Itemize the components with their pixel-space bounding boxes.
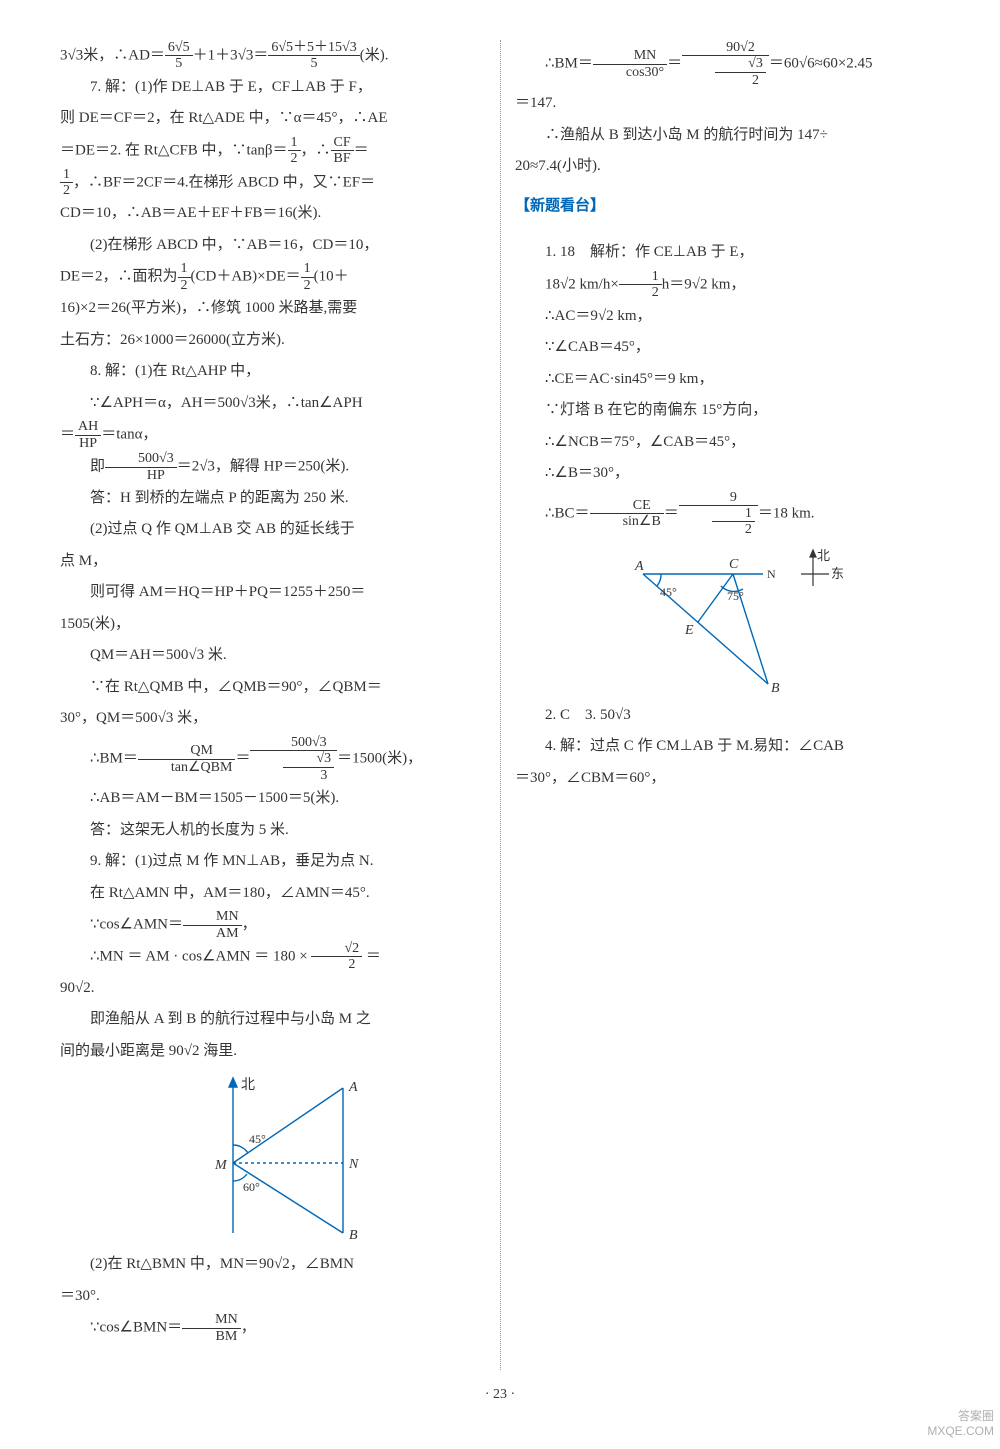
diagram-2-svg: A C B E N 45° 75° 北 东 — [613, 544, 843, 694]
para-8h: 点 M， — [60, 546, 485, 578]
d2-45: 45° — [660, 585, 677, 599]
para-8l: ∵在 Rt△QMB 中，∠QMB＝90°，∠QBM＝ — [60, 672, 485, 704]
section-heading: 【新题看台】 — [515, 191, 940, 223]
para-8k: QM＝AH＝500√3 米. — [60, 640, 485, 672]
q1d: ∵∠CAB＝45°， — [515, 332, 940, 364]
d2-B: B — [771, 681, 780, 694]
q1a: 18√2 km/h×12h＝9√2 km， — [515, 269, 940, 301]
diagram-2: A C B E N 45° 75° 北 东 — [515, 544, 940, 694]
q4b: ＝30°，∠CBM＝60°， — [515, 763, 940, 795]
q1f: ∵灯塔 B 在它的南偏东 15°方向， — [515, 395, 940, 427]
d1-N: N — [348, 1157, 359, 1172]
watermark-line1: 答案圈 — [927, 1409, 994, 1423]
para-9d: ∴MN ＝ AM · cos∠AMN ＝ 180 × √22 ＝ — [60, 941, 485, 973]
q2: 2. C 3. 50√3 — [515, 700, 940, 732]
r2: ∵cos∠BMN＝MNBM， — [60, 1312, 485, 1344]
r5b: 20≈7.4(小时). — [515, 151, 940, 183]
r4: ＝147. — [515, 88, 940, 120]
d1-A: A — [348, 1080, 358, 1095]
watermark-line2: MXQE.COM — [927, 1424, 994, 1438]
page-number: · 23 · — [60, 1380, 940, 1409]
d2-N: N — [767, 567, 776, 581]
para-9: 9. 解：(1)过点 M 作 MN⊥AB，垂足为点 N. — [60, 846, 485, 878]
d2-C: C — [729, 557, 739, 572]
diagram-1-svg: 北 A B M N 45° 60° — [173, 1073, 373, 1243]
d1-45: 45° — [249, 1132, 266, 1146]
q1e: ∴CE＝AC·sin45°＝9 km， — [515, 364, 940, 396]
q4: 4. 解：过点 C 作 CM⊥AB 于 M.易知：∠CAB — [515, 731, 940, 763]
para-8a: ∵∠APH＝α，AH＝500√3米，∴tan∠APH — [60, 388, 485, 420]
para-8q: ∴AB＝AM－BM＝1505－1500＝5(米). — [60, 783, 485, 815]
para-8n: ∴BM＝QMtan∠QBM＝500√3√33＝1500(米)， — [60, 735, 485, 783]
para-9b: ∵cos∠AMN＝MNAM， — [60, 909, 485, 941]
para-7f: CD＝10，∴AB＝AE＋EF＋FB＝16(米). — [60, 198, 485, 230]
para-8r: 答：这架无人机的长度为 5 米. — [60, 815, 485, 847]
para-8f: 答：H 到桥的左端点 P 的距离为 250 米. — [60, 483, 485, 515]
d2-75: 75° — [727, 589, 744, 603]
d2-east: 东 — [831, 566, 843, 581]
q1g: ∴∠NCB＝75°，∠CAB＝45°， — [515, 427, 940, 459]
d1-B: B — [349, 1228, 358, 1243]
para-8j: 1505(米)， — [60, 609, 485, 641]
para-9f: 90√2. — [60, 973, 485, 1005]
para-7d: 12，∴BF＝2CF＝4.在梯形 ABCD 中，又∵EF＝ — [60, 167, 485, 199]
q1i: ∴BC＝CEsin∠B＝912＝18 km. — [515, 490, 940, 538]
para-7a: 则 DE＝CF＝2，在 Rt△ADE 中，∵α＝45°，∴AE — [60, 103, 485, 135]
para-7b: ＝DE＝2. 在 Rt△CFB 中，∵tanβ＝12，∴CFBF＝ — [60, 135, 485, 167]
para-8g: (2)过点 Q 作 QM⊥AB 交 AB 的延长线于 — [60, 514, 485, 546]
para-6-tail: 3√3米，∴AD＝6√55＋1＋3√3＝6√5＋5＋15√35(米). — [60, 40, 485, 72]
para-8b: ＝AHHP＝tanα， — [60, 419, 485, 451]
d1-M: M — [214, 1158, 228, 1173]
page-columns: 3√3米，∴AD＝6√55＋1＋3√3＝6√5＋5＋15√35(米). 7. 解… — [60, 40, 940, 1370]
r1b: ＝30°. — [60, 1281, 485, 1313]
d2-E: E — [684, 623, 694, 638]
para-7k: 16)×2＝26(平方米)，∴修筑 1000 米路基,需要 — [60, 293, 485, 325]
d2-A: A — [634, 559, 644, 574]
r3: ∴BM＝MNcos30°＝90√2√32＝60√6≈60×2.45 — [515, 40, 940, 88]
r1: (2)在 Rt△BMN 中，MN＝90√2，∠BMN — [60, 1249, 485, 1281]
para-8m: 30°，QM＝500√3 米， — [60, 703, 485, 735]
d2-north: 北 — [817, 548, 830, 563]
para-7: 7. 解：(1)作 DE⊥AB 于 E，CF⊥AB 于 F， — [60, 72, 485, 104]
para-8i: 则可得 AM＝HQ＝HP＋PQ＝1255＋250＝ — [60, 577, 485, 609]
watermark: 答案圈 MXQE.COM — [927, 1409, 994, 1438]
r0b: 间的最小距离是 90√2 海里. — [60, 1036, 485, 1068]
q1: 1. 18 解析：作 CE⊥AB 于 E， — [515, 237, 940, 269]
para-8d: 即500√3HP＝2√3，解得 HP＝250(米). — [60, 451, 485, 483]
r5: ∴渔船从 B 到达小岛 M 的航行时间为 147÷ — [515, 120, 940, 152]
para-7h: DE＝2，∴面积为12(CD＋AB)×DE＝12(10＋ — [60, 261, 485, 293]
q1c: ∴AC＝9√2 km， — [515, 301, 940, 333]
r0: 即渔船从 A 到 B 的航行过程中与小岛 M 之 — [60, 1004, 485, 1036]
para-9a: 在 Rt△AMN 中，AM＝180，∠AMN＝45°. — [60, 878, 485, 910]
para-7l: 土石方：26×1000＝26000(立方米). — [60, 325, 485, 357]
d1-60: 60° — [243, 1180, 260, 1194]
q1h: ∴∠B＝30°， — [515, 458, 940, 490]
d1-north: 北 — [241, 1077, 255, 1093]
para-7g: (2)在梯形 ABCD 中，∵AB＝16，CD＝10， — [60, 230, 485, 262]
diagram-1: 北 A B M N 45° 60° — [60, 1073, 485, 1243]
para-8: 8. 解：(1)在 Rt△AHP 中， — [60, 356, 485, 388]
